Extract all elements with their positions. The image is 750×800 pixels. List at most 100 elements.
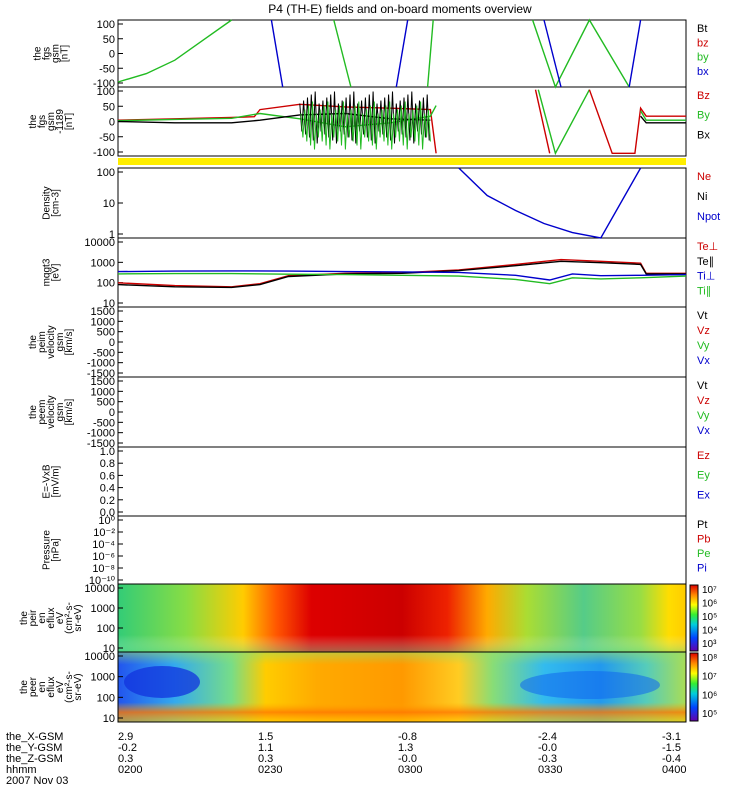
- panel-frame: [117, 651, 687, 723]
- y-tick-label: 10: [103, 298, 115, 310]
- y-tick-label: 10⁰: [98, 515, 115, 527]
- series-line-Te∥: [117, 260, 686, 289]
- x-axis-labels: the_X-GSM the_Y-GSM the_Z-GSM hhmm 2007 …: [6, 731, 686, 787]
- y-tick-label: -1500: [87, 368, 115, 380]
- series-line-by: [426, 19, 434, 88]
- y-tick-label: 1000: [91, 672, 115, 684]
- y-tick-label: 0.0: [100, 507, 115, 519]
- series-line-By: [640, 110, 686, 121]
- legend-entry: bz: [697, 37, 709, 49]
- spectrogram-electron-blob: [520, 671, 660, 699]
- y-axis-label: [cm-3]: [51, 189, 62, 217]
- y-axis-label: gsm: [55, 403, 66, 422]
- legend-entry: Pt: [697, 519, 707, 531]
- y-tick-label: -1000: [87, 358, 115, 370]
- y-axis-label: the: [28, 335, 39, 349]
- spectrogram-ion-overlay: [118, 584, 686, 652]
- y-tick-label: -50: [99, 63, 115, 75]
- colorbar-tick-label: 10³: [702, 639, 717, 650]
- series-line-by: [531, 18, 630, 89]
- panel-temp: 10000 1000 100 10 mqgt3[eV] Te⊥ Te∥ Ti⊥ Ti∥: [42, 237, 719, 310]
- y-axis-label: sr-eV): [73, 673, 84, 700]
- legend-entry: Bz: [697, 90, 710, 102]
- divider-bar: [118, 158, 686, 165]
- y-tick-label: 10⁻⁶: [92, 551, 115, 563]
- colorbar: [689, 652, 699, 722]
- legend-entry: Ti⊥: [697, 271, 715, 283]
- y-tick-label: 0.2: [100, 495, 115, 507]
- legend-entry: By: [697, 110, 710, 122]
- x-tick-label: 0330: [538, 764, 562, 776]
- y-axis-label: -1189: [55, 109, 66, 134]
- legend-entry: Pb: [697, 534, 710, 546]
- y-axis-label: [nT]: [60, 45, 71, 62]
- y-tick-label: 0: [109, 407, 115, 419]
- x-tick-label: -3.1: [662, 731, 681, 743]
- legend-entry: Ez: [697, 450, 710, 462]
- colorbar-tick-label: 10⁴: [702, 626, 717, 637]
- legend-entry: Vy: [697, 340, 710, 352]
- y-axis-label: peim: [37, 331, 48, 353]
- y-tick-label: -100: [93, 147, 115, 159]
- y-axis-label: the: [19, 611, 30, 625]
- x-row-label: the_Y-GSM: [6, 742, 62, 754]
- y-axis-label: E=-VxB: [42, 464, 53, 499]
- series-line-bx: [270, 19, 284, 88]
- x-tick-label: 0230: [258, 764, 282, 776]
- y-axis-label: the: [28, 405, 39, 419]
- legend-entry: Te∥: [697, 256, 714, 268]
- series-line-by: [333, 19, 352, 88]
- y-axis-label: mqgt3: [42, 258, 53, 286]
- panel-efield: 1.00.80.60.40.20.0 E=-VxB[mV/m] Ez Ey Ex: [42, 446, 711, 519]
- y-tick-label: -50: [99, 132, 115, 144]
- y-tick-label: -500: [93, 347, 115, 359]
- y-axis-label: Density: [42, 186, 53, 219]
- legend-entry: Ni: [697, 191, 707, 203]
- legend-entry: bx: [697, 66, 709, 78]
- x-tick-label: 0200: [118, 764, 142, 776]
- y-axis-label: eflux: [46, 676, 57, 697]
- y-tick-label: 0.8: [100, 458, 115, 470]
- x-row-label: the_Z-GSM: [6, 753, 63, 765]
- y-tick-label: 500: [97, 397, 115, 409]
- y-tick-label: 1000: [91, 257, 115, 269]
- colorbar: [689, 584, 699, 652]
- y-axis-label: velocity: [46, 395, 57, 428]
- legend-entry: Vy: [697, 410, 710, 422]
- y-tick-label: 1000: [91, 603, 115, 615]
- y-axis-label: [km/s]: [64, 328, 75, 355]
- colorbar-tick-label: 10⁶: [702, 599, 717, 610]
- x-tick-label: 1.1: [258, 742, 273, 754]
- legend-entry: Te⊥: [697, 241, 718, 253]
- y-tick-label: 10: [103, 713, 115, 725]
- series-line-By: [537, 89, 591, 156]
- legend-entry: Vx: [697, 355, 710, 367]
- spectrogram-electron-blob: [124, 666, 200, 698]
- y-tick-label: 1: [109, 229, 115, 241]
- y-tick-label: 50: [103, 34, 115, 46]
- colorbar-tick-label: 10⁵: [702, 709, 717, 720]
- y-tick-label: 10⁻⁴: [92, 539, 115, 551]
- legend-entry: Ex: [697, 489, 710, 501]
- x-tick-label: -0.8: [398, 731, 417, 743]
- legend-entry: Vz: [697, 325, 710, 337]
- y-tick-label: 10: [103, 643, 115, 655]
- series-line-Npot: [458, 167, 642, 239]
- y-axis-label: peem: [37, 399, 48, 424]
- y-tick-label: 0: [109, 49, 115, 61]
- legend-entry: Pi: [697, 563, 707, 575]
- y-tick-label: 0: [109, 337, 115, 349]
- x-tick-label: 1.5: [258, 731, 273, 743]
- y-tick-label: 500: [97, 327, 115, 339]
- panel-density: 100 10 1 Density[cm-3] Ne Ni Npot: [42, 167, 721, 241]
- y-axis-label: en: [37, 681, 48, 692]
- y-tick-label: 10⁻⁸: [92, 563, 115, 575]
- legend-entry: Ey: [697, 470, 710, 482]
- series-line-Bz: [588, 89, 686, 155]
- y-tick-label: 10⁻²: [93, 527, 115, 539]
- x-tick-label: -0.4: [662, 753, 681, 765]
- legend-entry: Npot: [697, 211, 720, 223]
